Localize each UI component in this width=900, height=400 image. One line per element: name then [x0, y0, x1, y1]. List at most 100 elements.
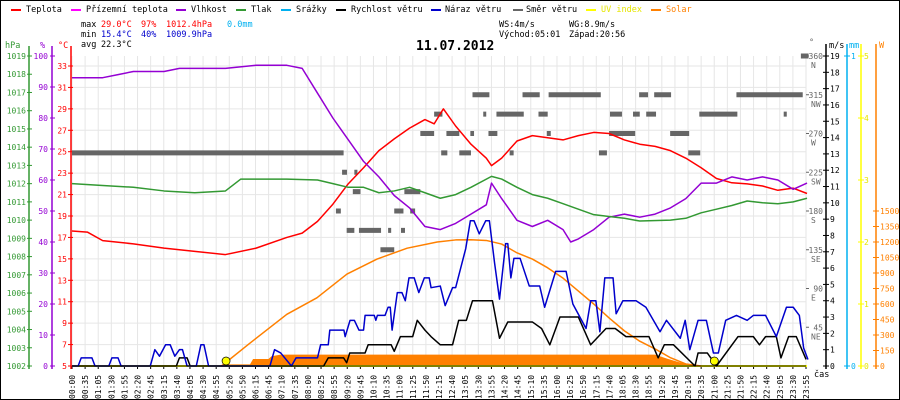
dir-tick-label: 90	[813, 285, 823, 294]
x-tick-label: 19:45	[671, 375, 680, 399]
pct-tick-label: 0	[43, 362, 48, 371]
x-tick-label: 10:10	[369, 375, 378, 399]
uv-tick-label: 4	[864, 114, 869, 123]
legend-vlhkost: Vlhkost	[191, 5, 227, 15]
avg-temp: 22.3°C	[101, 40, 132, 50]
compass-label: W	[811, 139, 816, 148]
x-tick-label: 01:05	[94, 375, 103, 399]
temp-tick-label: 7	[62, 341, 67, 350]
hpa-tick-label: 1015	[7, 125, 26, 134]
legend-swatch-vlhkost	[176, 9, 186, 11]
temp-tick-label: 27	[57, 126, 67, 135]
min-label: min	[81, 30, 97, 40]
compass-label: SE	[811, 255, 821, 264]
x-tick-label: 21:25	[723, 375, 732, 399]
ms-tick-label: 2	[830, 329, 835, 338]
hpa-tick-label: 1006	[7, 289, 26, 298]
hpa-tick-label: 1005	[7, 307, 26, 316]
legend-swatch-smer-vetru	[513, 9, 523, 11]
uv-tick-label: 1	[864, 300, 869, 309]
x-tick-label: 05:50	[238, 375, 247, 399]
x-tick-label: 01:30	[107, 375, 116, 399]
uv-tick-label: 2	[864, 238, 869, 247]
wind-direction-mark	[394, 208, 404, 214]
hpa-tick-label: 1014	[7, 143, 26, 152]
w-tick-label: 750	[880, 285, 895, 294]
pct-axis-unit: %	[40, 41, 46, 51]
legend-prizemni-teplota: Přízemní teplota	[86, 5, 168, 15]
x-tick-label: 22:15	[750, 375, 759, 399]
pct-tick-label: 50	[38, 207, 48, 216]
ms-tick-label: 17	[830, 85, 840, 94]
legend-solar: Solar	[666, 5, 692, 15]
ms-tick-label: 7	[830, 248, 835, 257]
wind-direction-mark	[546, 131, 551, 136]
uv-tick-label: 3	[864, 176, 869, 185]
ms-tick-label: 1	[830, 346, 835, 355]
dir-tick-label: 225	[809, 168, 824, 177]
solar-fill-area	[222, 354, 696, 366]
max-pressure: 1012.4hPa	[166, 20, 213, 30]
series-line-tlak	[71, 175, 808, 222]
wind-direction-mark	[358, 227, 382, 233]
ms-tick-label: 6	[830, 264, 835, 273]
compass-label: N	[811, 61, 816, 70]
sunrise-marker	[221, 356, 231, 366]
wind-direction-mark	[670, 131, 690, 136]
legend-srazky: Srážky	[296, 5, 327, 15]
x-tick-label: 23:30	[789, 375, 798, 399]
x-tick-label: 03:15	[160, 375, 169, 399]
wind-direction-mark	[388, 227, 392, 233]
wind-direction-mark	[470, 131, 475, 136]
wind-direction-mark	[699, 111, 738, 117]
min-pressure: 1009.9hPa	[166, 30, 213, 40]
hpa-tick-label: 1013	[7, 161, 26, 170]
wind-direction-mark	[609, 111, 622, 117]
wind-direction-mark	[688, 150, 701, 156]
dir-tick-label: 45	[813, 323, 823, 332]
x-tick-label: 01:55	[120, 375, 129, 399]
x-tick-label: 02:20	[134, 375, 143, 399]
x-tick-label: 07:35	[291, 375, 300, 399]
x-tick-label: 16:25	[566, 375, 575, 399]
rain-total: 0.0mm	[227, 20, 253, 30]
wind-direction-mark	[633, 111, 640, 117]
pct-tick-label: 60	[38, 176, 48, 185]
hpa-tick-label: 1010	[7, 216, 26, 225]
wind-direction-mark	[646, 111, 657, 117]
temp-tick-label: 31	[57, 83, 67, 92]
hpa-tick-label: 1003	[7, 344, 26, 353]
w-axis-unit: W	[879, 41, 885, 51]
sunrise-time: Východ:05:01	[499, 30, 561, 40]
pct-tick-label: 80	[38, 114, 48, 123]
ms-tick-label: 4	[830, 297, 835, 306]
max-temp: 29.0°C	[101, 20, 132, 30]
x-tick-label: 11:25	[409, 375, 418, 399]
x-tick-label: 13:05	[461, 375, 470, 399]
series-line-vlhkost	[72, 64, 808, 243]
legend-smer-vetru: Směr větru	[526, 5, 578, 15]
series-line-rychlost-v-tru	[72, 299, 807, 367]
compass-label: NE	[811, 332, 821, 341]
w-tick-label: 900	[880, 269, 895, 278]
legend-swatch-solar	[651, 9, 661, 11]
wind-direction-mark	[509, 150, 514, 156]
hpa-tick-label: 1009	[7, 234, 26, 243]
min-temp: 15.4°C	[101, 30, 132, 40]
pct-tick-label: 90	[38, 83, 48, 92]
temp-tick-label: 15	[57, 255, 67, 264]
x-axis-label: čas	[814, 370, 830, 380]
wind-direction-mark	[472, 92, 490, 98]
x-tick-label: 08:55	[330, 375, 339, 399]
legend-swatch-prizemni-teplota	[71, 9, 81, 11]
wind-direction-mark	[736, 92, 803, 98]
x-tick-label: 06:15	[252, 375, 261, 399]
ms-tick-label: 5	[830, 280, 835, 289]
w-tick-label: 1200	[880, 238, 899, 247]
dir-tick-label: 180	[809, 207, 824, 216]
legend-swatch-srazky	[281, 9, 291, 11]
ms-tick-label: 10	[830, 199, 840, 208]
wind-direction-mark	[404, 189, 421, 195]
sunset-marker	[709, 356, 719, 366]
